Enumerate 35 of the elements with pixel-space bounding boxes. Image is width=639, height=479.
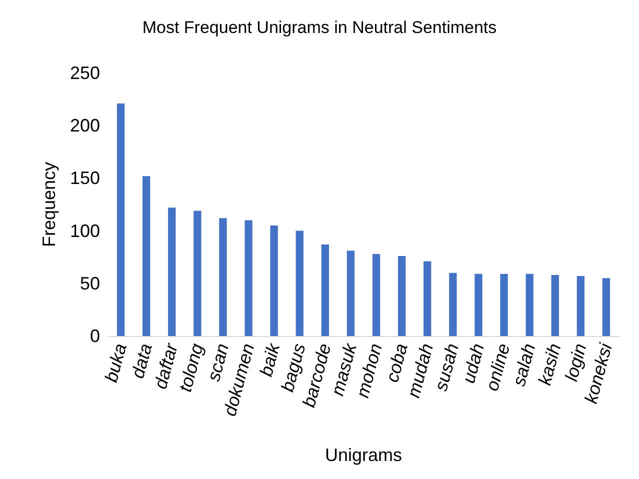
bar: [449, 272, 457, 336]
bar: [346, 250, 355, 336]
bar: [321, 244, 330, 336]
y-tick-label: 150: [70, 168, 100, 188]
x-tick-label: data: [128, 341, 156, 380]
x-axis-title: Unigrams: [324, 445, 402, 465]
bar: [398, 256, 406, 336]
x-tick-label: baik: [256, 340, 284, 378]
chart-title: Most Frequent Unigrams in Neutral Sentiments: [142, 18, 497, 37]
bar: [244, 220, 252, 336]
x-tick-label: coba: [382, 341, 412, 384]
bar: [194, 210, 202, 336]
bar: [296, 230, 304, 336]
x-tick-label: tolong: [175, 341, 208, 394]
x-tick-label: udah: [458, 341, 488, 386]
bar: [372, 254, 380, 336]
y-tick-label: 200: [70, 116, 100, 136]
bar: [526, 274, 534, 336]
y-axis-title: Frequency: [39, 162, 59, 248]
y-tick-label: 0: [90, 326, 100, 346]
bar: [602, 278, 610, 336]
bar: [142, 176, 150, 336]
bar: [116, 104, 125, 336]
bar: [576, 276, 585, 336]
y-tick-label: 50: [80, 273, 100, 294]
x-tick-label: buka: [101, 341, 130, 384]
bar: [219, 218, 227, 336]
bar: [168, 208, 176, 336]
bar: [500, 274, 508, 336]
bar: [551, 274, 559, 336]
bar: [424, 261, 432, 336]
y-tick-label: 100: [70, 220, 100, 241]
bar: [270, 226, 278, 336]
y-tick-label: 250: [70, 63, 100, 83]
bar: [474, 274, 482, 336]
